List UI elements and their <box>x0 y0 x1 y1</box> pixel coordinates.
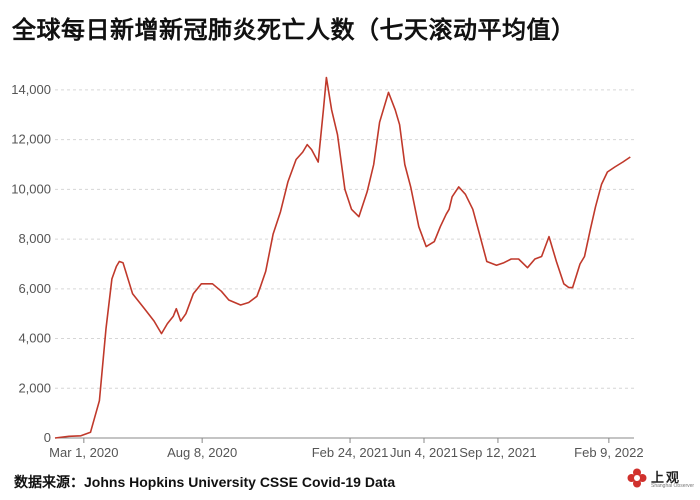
x-axis: Mar 1, 2020 Aug 8, 2020 Feb 24, 2021 Jun 4,… <box>49 437 644 460</box>
y-tick-label: 0 <box>44 430 51 445</box>
y-axis-ticks: 0 2,000 4,000 6,000 8,000 10,000 12,000 14,000 <box>11 82 51 445</box>
series-line <box>54 76 631 439</box>
y-tick-label: 12,000 <box>11 132 51 147</box>
gridlines <box>55 89 634 389</box>
logo-text: 上观 <box>651 471 682 486</box>
data-source-note: 数据来源：Johns Hopkins University CSSE Covid… <box>14 474 396 490</box>
x-tick-label: Aug 8, 2020 <box>167 445 237 460</box>
y-tick-label: 2,000 <box>18 380 51 395</box>
x-tick-label: Jun 4, 2021 <box>390 445 458 460</box>
x-tick-label: Sep 12, 2021 <box>459 445 536 460</box>
x-tick-label: Feb 9, 2022 <box>574 445 643 460</box>
x-tick-label: Feb 24, 2021 <box>312 445 389 460</box>
y-tick-label: 6,000 <box>18 281 51 296</box>
series-group <box>54 76 631 439</box>
chart-title: 全球每日新增新冠肺炎死亡人数（七天滚动平均值） <box>12 16 576 44</box>
y-tick-label: 14,000 <box>11 82 51 97</box>
publisher-logo: 上观 Shanghai Observer <box>627 466 695 492</box>
y-tick-label: 10,000 <box>11 181 51 196</box>
y-tick-label: 8,000 <box>18 231 51 246</box>
y-tick-label: 4,000 <box>18 331 51 346</box>
x-tick-label: Mar 1, 2020 <box>49 445 118 460</box>
logo-subtext: Shanghai Observer <box>651 483 695 489</box>
flower-logo-icon <box>627 468 647 488</box>
